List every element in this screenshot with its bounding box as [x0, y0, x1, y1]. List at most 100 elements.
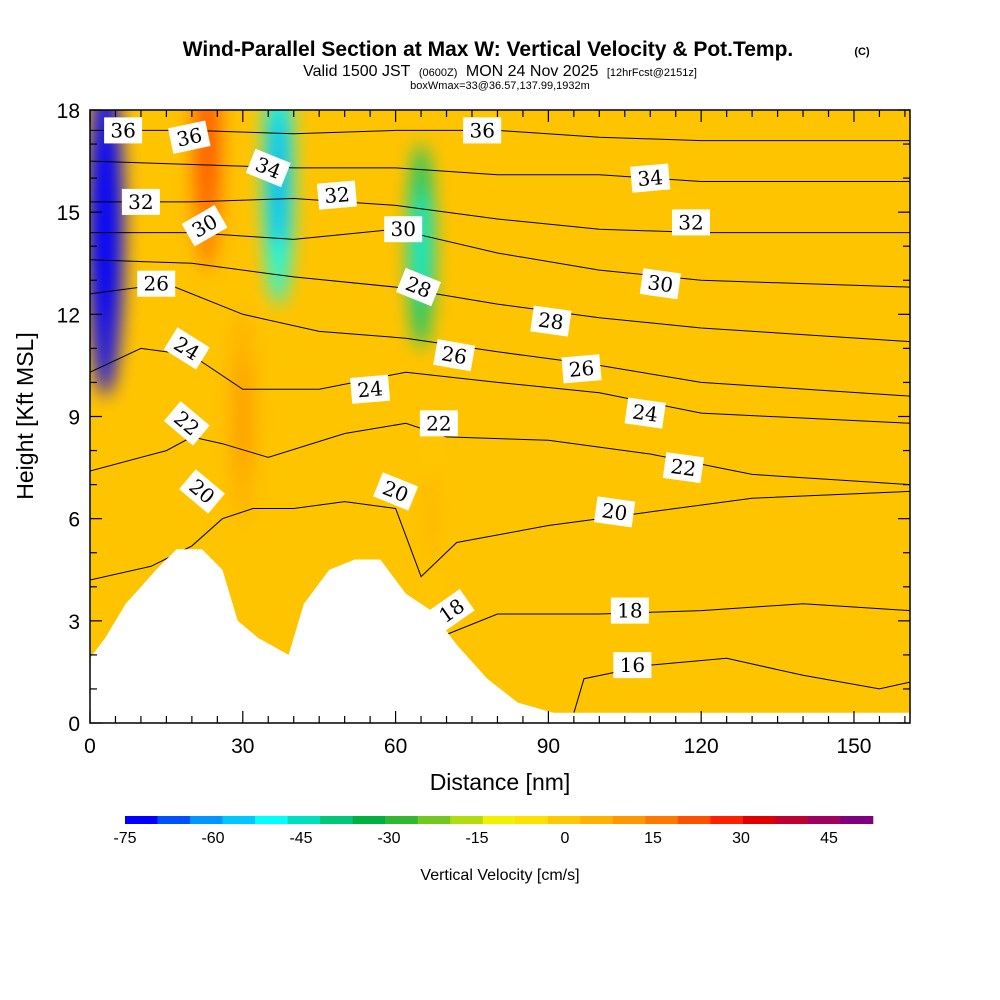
colorbar-swatch — [807, 816, 841, 824]
contour-label-text: 36 — [469, 118, 494, 142]
contour-label-bg — [316, 180, 358, 210]
contour-label-text: 30 — [646, 270, 675, 297]
contour-label-text: 36 — [110, 118, 135, 142]
contour-label: 24 — [624, 397, 666, 429]
contour-label-bg — [610, 597, 649, 624]
colorbar-tick-label: -15 — [465, 830, 488, 847]
colorbar-swatch — [287, 816, 321, 824]
contour-label-bg — [639, 268, 682, 300]
contour-label-bg — [613, 652, 652, 679]
colorbar-swatch — [710, 816, 744, 824]
colorbar-swatch — [742, 816, 776, 824]
colorbar-swatch — [255, 816, 288, 824]
y-tick-label: 0 — [68, 713, 80, 736]
colorbar-swatch — [222, 816, 256, 824]
contour-label-bg — [163, 401, 210, 446]
contour-label-bg — [350, 374, 391, 404]
contour-label-text: 24 — [631, 399, 660, 426]
contour-label-bg — [179, 469, 225, 514]
contour-label: 32 — [672, 209, 710, 236]
contour-label-bg — [104, 117, 143, 144]
colorbar-swatch — [125, 816, 158, 824]
contour-label-bg — [245, 148, 291, 188]
box-wmax-info: boxWmax=33@36.57,137.99,1932m — [410, 80, 590, 92]
y-tick-label: 15 — [57, 202, 80, 225]
x-tick-label: 150 — [836, 735, 871, 758]
contour-label-text: 22 — [669, 454, 698, 481]
contour-label: 28 — [530, 305, 572, 337]
contour-label: 26 — [137, 270, 176, 297]
contour-label: 34 — [630, 163, 671, 193]
copyright-mark: (C) — [854, 46, 870, 58]
x-tick-label: 60 — [384, 735, 407, 758]
contour-label: 30 — [384, 216, 423, 243]
colorbar-swatch — [515, 816, 549, 824]
contour-label-bg — [433, 339, 476, 372]
contour-label-bg — [137, 270, 176, 297]
contour-label-text: 30 — [390, 217, 415, 241]
x-axis-label: Distance [nm] — [430, 769, 571, 795]
isentrope-line — [90, 259, 910, 343]
contour-label-bg — [561, 354, 602, 384]
y-tick-label: 6 — [68, 509, 80, 532]
colorbar-tick-label: 30 — [732, 830, 750, 847]
colorbar-swatch — [645, 816, 679, 824]
y-tick-label: 3 — [68, 611, 80, 634]
colorbar-swatch — [385, 816, 418, 824]
contour-label: 22 — [662, 452, 705, 484]
colorbar-swatch — [417, 816, 451, 824]
contour-label-bg — [373, 472, 419, 511]
contour-label-text: 26 — [440, 341, 469, 369]
contour-label: 20 — [593, 496, 636, 528]
colorbar-swatch — [157, 816, 191, 824]
colorbar-tick-label: -30 — [377, 830, 400, 847]
y-tick-label: 12 — [57, 304, 80, 327]
w-feature-core — [235, 357, 250, 476]
w-feature-core — [96, 136, 115, 323]
y-tick-label: 18 — [57, 100, 80, 123]
forecast-info: [12hrFcst@2151z] — [607, 67, 697, 79]
y-axis-label: Height [Kft MSL] — [12, 332, 38, 499]
zulu-time: (0600Z) — [419, 67, 458, 79]
valid-time: Valid 1500 JST — [303, 63, 411, 80]
y-tick-label: 9 — [68, 407, 80, 430]
colorbar-swatch — [547, 816, 581, 824]
contour-label: 16 — [613, 652, 652, 679]
w-feature-core — [424, 466, 438, 572]
colorbar-tick-label: 15 — [644, 830, 662, 847]
contour-label-text: 16 — [620, 653, 645, 677]
contour-label-bg — [181, 205, 228, 247]
chart-title: Wind-Parallel Section at Max W: Vertical… — [183, 38, 794, 61]
contour-label-text: 36 — [174, 123, 204, 152]
contour-label-bg — [121, 188, 160, 215]
colorbar-label: Vertical Velocity [cm/s] — [420, 867, 579, 884]
contour-label: 32 — [316, 180, 358, 210]
isentrope-line — [90, 129, 910, 142]
contour-label: 30 — [639, 268, 682, 300]
colorbar: -75 -60 -45 -30 -15 0 15 30 45 — [113, 816, 874, 847]
contour-label-text: 18 — [617, 599, 642, 623]
contour-label-text: 32 — [678, 210, 703, 234]
contour-label: 18 — [610, 597, 649, 624]
contour-label: 36 — [463, 117, 502, 144]
contour-label-text: 20 — [600, 498, 629, 525]
contour-label-text: 26 — [143, 272, 168, 296]
contour-label-text: 32 — [323, 182, 350, 208]
figure-title: Wind-Parallel Section at Max W: Vertical… — [183, 38, 870, 92]
contour-label: 26 — [561, 354, 602, 384]
colorbar-tick-label: -75 — [113, 830, 136, 847]
colorbar-swatch — [352, 816, 386, 824]
x-tick-label: 0 — [84, 735, 96, 758]
colorbar-swatch — [580, 816, 614, 824]
terrain-fill — [90, 549, 910, 723]
contour-label-bg — [662, 452, 705, 484]
contour-label-bg — [593, 496, 636, 528]
colorbar-swatch — [190, 816, 223, 824]
contour-label: 32 — [121, 188, 160, 215]
contour-label-bg — [463, 117, 502, 144]
colorbar-swatch — [482, 816, 516, 824]
colorbar-swatch — [320, 816, 353, 824]
valid-date: MON 24 Nov 2025 — [466, 63, 599, 80]
